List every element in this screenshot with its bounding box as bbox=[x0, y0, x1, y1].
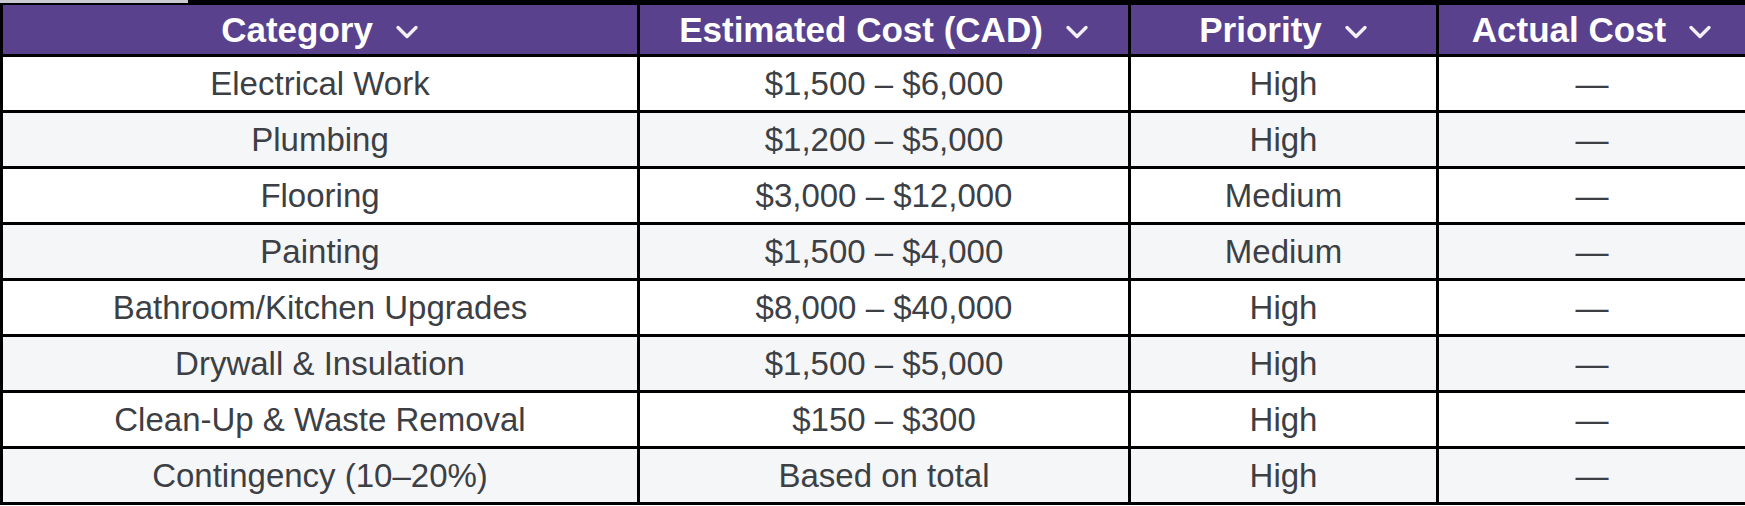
estimated-cost-cell[interactable]: $150 – $300 bbox=[639, 392, 1130, 448]
chevron-down-icon[interactable] bbox=[1344, 25, 1368, 40]
table-row: Drywall & Insulation$1,500 – $5,000High— bbox=[2, 336, 1745, 392]
column-header-category[interactable]: Category bbox=[2, 3, 639, 56]
renovation-budget-sheet: Category Estimated Cost (CAD) Priority Actu… bbox=[0, 0, 1745, 506]
column-header-priority[interactable]: Priority bbox=[1130, 3, 1438, 56]
estimated-cost-cell[interactable]: $1,500 – $6,000 bbox=[639, 56, 1130, 112]
priority-cell[interactable]: High bbox=[1130, 280, 1438, 336]
priority-cell[interactable]: High bbox=[1130, 336, 1438, 392]
actual-cost-cell[interactable]: — bbox=[1438, 448, 1745, 504]
actual-cost-cell[interactable]: — bbox=[1438, 56, 1745, 112]
actual-cost-cell[interactable]: — bbox=[1438, 392, 1745, 448]
top-edge-artifact bbox=[0, 0, 188, 3]
actual-cost-cell[interactable]: — bbox=[1438, 168, 1745, 224]
table-row: Flooring$3,000 – $12,000Medium— bbox=[2, 168, 1745, 224]
column-header-content: Category bbox=[221, 10, 419, 50]
actual-cost-cell[interactable]: — bbox=[1438, 224, 1745, 280]
table-body: Electrical Work$1,500 – $6,000High—Plumb… bbox=[2, 56, 1745, 504]
table-row: Plumbing$1,200 – $5,000High— bbox=[2, 112, 1745, 168]
category-cell[interactable]: Drywall & Insulation bbox=[2, 336, 639, 392]
actual-cost-cell[interactable]: — bbox=[1438, 280, 1745, 336]
table-row: Contingency (10–20%)Based on totalHigh— bbox=[2, 448, 1745, 504]
category-cell[interactable]: Clean-Up & Waste Removal bbox=[2, 392, 639, 448]
column-header-estimated-cost-cad[interactable]: Estimated Cost (CAD) bbox=[639, 3, 1130, 56]
priority-cell[interactable]: Medium bbox=[1130, 224, 1438, 280]
column-header-content: Priority bbox=[1199, 10, 1368, 50]
actual-cost-cell[interactable]: — bbox=[1438, 336, 1745, 392]
priority-cell[interactable]: High bbox=[1130, 56, 1438, 112]
category-cell[interactable]: Contingency (10–20%) bbox=[2, 448, 639, 504]
header-row: Category Estimated Cost (CAD) Priority Actu… bbox=[2, 3, 1745, 56]
estimated-cost-cell[interactable]: $1,200 – $5,000 bbox=[639, 112, 1130, 168]
chevron-down-icon[interactable] bbox=[1688, 25, 1712, 40]
priority-cell[interactable]: High bbox=[1130, 112, 1438, 168]
table-row: Painting$1,500 – $4,000Medium— bbox=[2, 224, 1745, 280]
category-cell[interactable]: Bathroom/Kitchen Upgrades bbox=[2, 280, 639, 336]
column-header-label: Priority bbox=[1199, 10, 1322, 50]
column-header-content: Actual Cost bbox=[1472, 10, 1712, 50]
column-header-label: Estimated Cost (CAD) bbox=[679, 10, 1043, 50]
actual-cost-cell[interactable]: — bbox=[1438, 112, 1745, 168]
column-header-actual-cost[interactable]: Actual Cost bbox=[1438, 3, 1745, 56]
column-header-label: Actual Cost bbox=[1472, 10, 1666, 50]
estimated-cost-cell[interactable]: $1,500 – $5,000 bbox=[639, 336, 1130, 392]
estimated-cost-cell[interactable]: $1,500 – $4,000 bbox=[639, 224, 1130, 280]
column-header-label: Category bbox=[221, 10, 373, 50]
estimated-cost-cell[interactable]: $8,000 – $40,000 bbox=[639, 280, 1130, 336]
column-header-content: Estimated Cost (CAD) bbox=[679, 10, 1089, 50]
priority-cell[interactable]: High bbox=[1130, 448, 1438, 504]
renovation-cost-table: Category Estimated Cost (CAD) Priority Actu… bbox=[0, 0, 1745, 505]
chevron-down-icon[interactable] bbox=[395, 25, 419, 40]
estimated-cost-cell[interactable]: $3,000 – $12,000 bbox=[639, 168, 1130, 224]
chevron-down-icon[interactable] bbox=[1065, 25, 1089, 40]
table-row: Clean-Up & Waste Removal$150 – $300High— bbox=[2, 392, 1745, 448]
category-cell[interactable]: Electrical Work bbox=[2, 56, 639, 112]
priority-cell[interactable]: High bbox=[1130, 392, 1438, 448]
category-cell[interactable]: Plumbing bbox=[2, 112, 639, 168]
table-row: Bathroom/Kitchen Upgrades$8,000 – $40,00… bbox=[2, 280, 1745, 336]
priority-cell[interactable]: Medium bbox=[1130, 168, 1438, 224]
table-row: Electrical Work$1,500 – $6,000High— bbox=[2, 56, 1745, 112]
estimated-cost-cell[interactable]: Based on total bbox=[639, 448, 1130, 504]
category-cell[interactable]: Painting bbox=[2, 224, 639, 280]
category-cell[interactable]: Flooring bbox=[2, 168, 639, 224]
